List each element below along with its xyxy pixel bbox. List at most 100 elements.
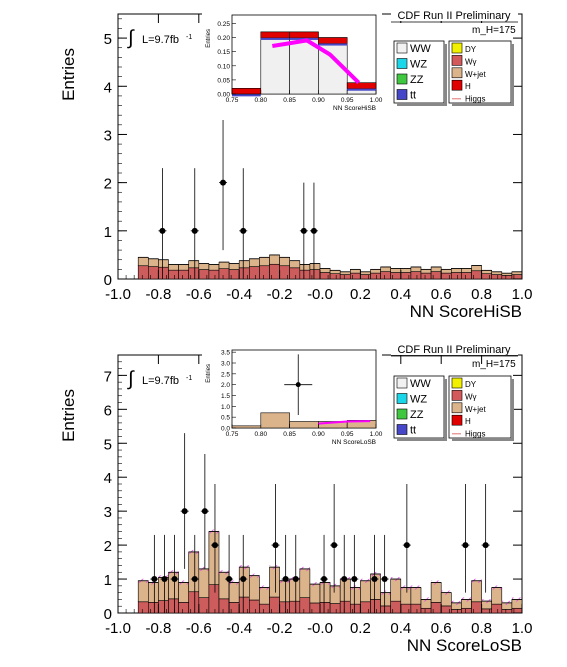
bar-wgamma [279, 601, 291, 614]
bar-wjet [208, 264, 220, 271]
bar-wjet [440, 269, 452, 274]
bar-wjet [430, 266, 442, 272]
legend-bkg-swatch [396, 377, 408, 389]
lumi-exponent: -1 [186, 34, 192, 41]
legend-sig-swatch [451, 79, 463, 91]
bar-wjet [158, 259, 169, 268]
legend-bkg-swatch [396, 73, 408, 85]
inset-x-tick-label: 0.80 [254, 431, 267, 438]
y-tick-label: 4 [104, 470, 112, 487]
inset-bar-h [289, 31, 319, 39]
data-point [191, 576, 198, 583]
data-point [292, 576, 299, 583]
bar-wgamma [289, 600, 301, 614]
data-point [321, 576, 328, 583]
bar-wjet [471, 580, 482, 603]
bar-wgamma [471, 270, 482, 280]
bar-wgamma [450, 272, 462, 280]
bar-wjet [349, 587, 361, 605]
y-tick-label: 1 [104, 572, 112, 589]
bar-wgamma [168, 269, 179, 280]
bar-wgamma [218, 268, 230, 280]
bar-wgamma [238, 267, 250, 280]
bar-wjet [168, 264, 179, 271]
data-point [482, 542, 489, 549]
inset-plot: 0.75 0.80 0.85 0.90 0.95 1.00 0.0 0.5 1.0 1.5 2.0 2… [202, 346, 383, 454]
x-tick-label: 0.8 [471, 620, 492, 637]
bar-wgamma [218, 598, 230, 614]
bar-wgamma [501, 275, 513, 280]
bar-wgamma [440, 272, 452, 280]
bar-wjet [430, 582, 442, 603]
inset-bar-tt [318, 43, 348, 46]
data-point [181, 508, 188, 515]
x-tick-label: -0.6 [186, 286, 212, 303]
inset-bar-tt [260, 37, 290, 40]
bar-wjet [329, 585, 341, 604]
inset-x-tick-label: 1.00 [370, 97, 383, 104]
y-tick-label: 5 [104, 436, 112, 453]
bar-wjet [178, 582, 190, 603]
inset-x-tick-label: 0.90 [312, 431, 325, 438]
bar-wjet [299, 264, 311, 271]
bar-wjet [238, 260, 250, 269]
bar-wgamma [390, 600, 402, 614]
legend-sig-swatch [451, 390, 463, 401]
data-point [310, 227, 317, 234]
bar-wgamma [420, 607, 432, 614]
data-point [341, 576, 348, 583]
legend-bkg-swatch [396, 58, 408, 69]
data-point [272, 542, 279, 549]
y-tick-label: 0 [104, 606, 112, 623]
bar-wjet [198, 263, 210, 270]
bar-wjet [400, 587, 412, 605]
legend-sig-swatch [451, 402, 463, 414]
legend-bkg-swatch [396, 408, 408, 420]
bar-wgamma [380, 605, 392, 614]
bar-wgamma [148, 602, 159, 614]
bar-wgamma [249, 599, 260, 614]
lumi-integral-sign: ∫ [127, 27, 135, 49]
bar-wgamma [461, 272, 472, 280]
bar-wgamma [289, 267, 301, 280]
legend-sig-shadow-bottom [452, 438, 514, 441]
bar-wjet [249, 258, 260, 267]
y-tick-label: 4 [104, 79, 112, 96]
data-point [331, 542, 338, 549]
bar-wjet [137, 257, 149, 267]
title-box [391, 343, 518, 355]
bar-wgamma [238, 596, 250, 614]
bar-wjet [410, 587, 422, 605]
bar-wgamma [329, 603, 341, 614]
inset-x-tick-label: 0.75 [226, 431, 239, 438]
bar-wjet [461, 268, 472, 273]
inset-y-tick-label: 0.05 [217, 77, 230, 84]
x-tick-label: 1.0 [512, 286, 533, 303]
y-tick-label: 2 [104, 538, 112, 555]
title-box [391, 9, 518, 21]
bar-wjet [491, 271, 503, 275]
data-point [462, 542, 469, 549]
y-axis-title: Entries [59, 48, 78, 101]
bar-wgamma [400, 603, 412, 614]
bar-wjet [390, 578, 402, 602]
bar-wjet [269, 566, 280, 598]
y-tick-label: 1 [104, 224, 112, 241]
inset-bar-tt [347, 88, 376, 91]
legend-bkg-label: tt [410, 425, 416, 437]
bar-wgamma [249, 266, 260, 280]
bar-wgamma [198, 597, 210, 614]
bar-wjet [218, 261, 230, 269]
x-tick-label: 0.2 [350, 620, 371, 637]
bar-wgamma [491, 274, 503, 280]
bar-wgamma [481, 608, 493, 614]
data-point [226, 576, 233, 583]
inset-bar-h [346, 82, 377, 89]
legend-bkg-swatch [396, 42, 408, 54]
inset-y-tick-label: 1.0 [221, 404, 230, 411]
inset-y-tick-label: 0.00 [217, 92, 230, 99]
bar-wgamma [319, 272, 331, 280]
inset-y-tick-label: 1.5 [221, 393, 230, 400]
inset-x-tick-label: 0.75 [226, 97, 239, 104]
